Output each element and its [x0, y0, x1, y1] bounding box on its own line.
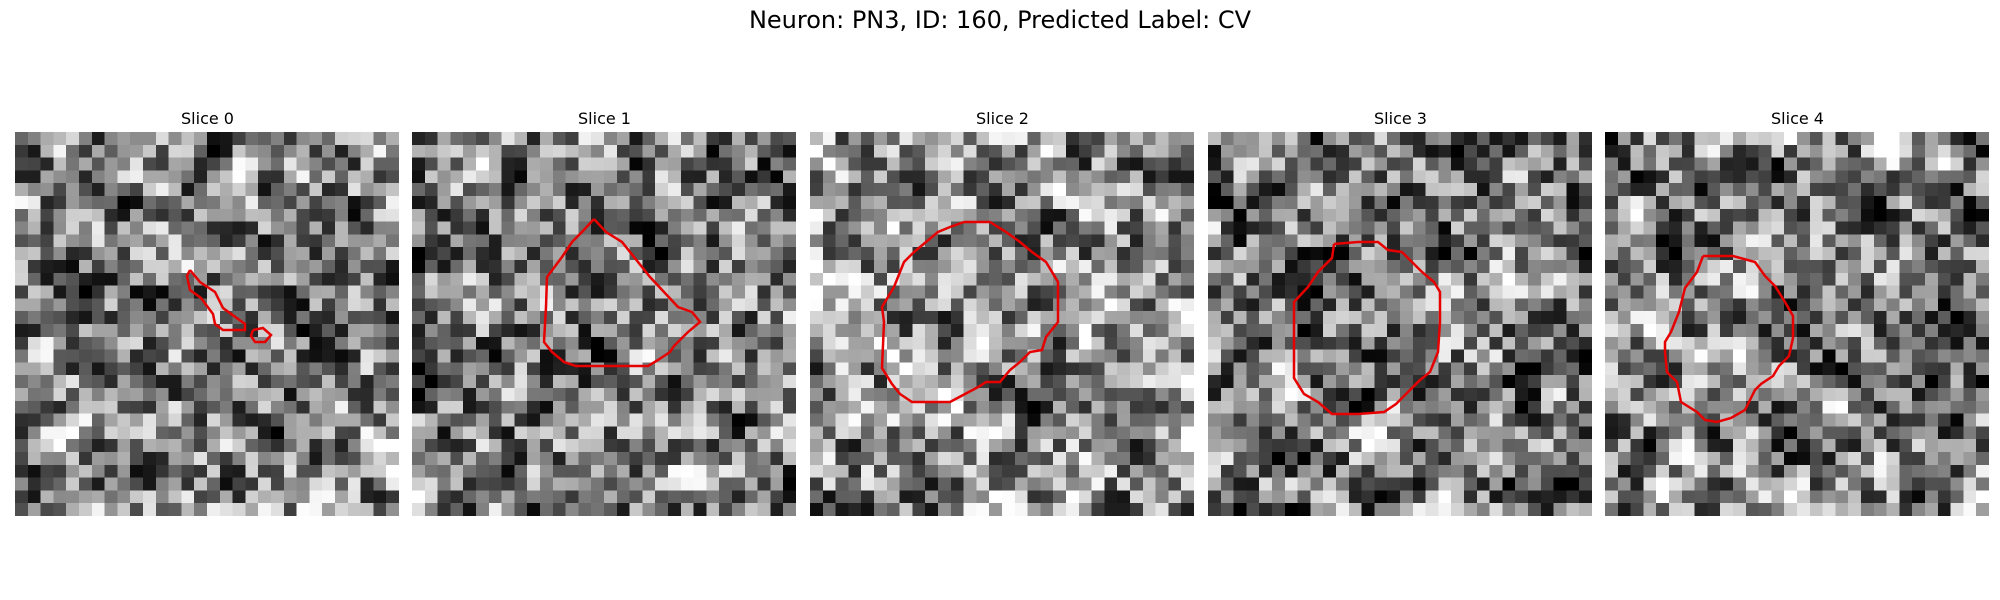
- slice-image-0: [15, 132, 399, 516]
- contour-outline-0: [185, 269, 247, 332]
- slice-panel-0: Slice 0: [15, 108, 400, 516]
- slice-pixels-3: [1208, 132, 1592, 516]
- slice-title-2: Slice 2: [976, 109, 1029, 128]
- slice-panel-2: Slice 2: [810, 108, 1195, 516]
- slice-panel-3: Slice 3: [1208, 108, 1593, 516]
- slice-panel-1: Slice 1: [412, 108, 797, 516]
- figure-title: Neuron: PN3, ID: 160, Predicted Label: C…: [748, 6, 1252, 34]
- contour-outline-1: [542, 218, 702, 368]
- slice-image-2: [810, 132, 1194, 516]
- slice-title-0: Slice 0: [181, 109, 234, 128]
- contour-overlay-2: [880, 220, 1060, 404]
- slice-pixels-0: [15, 132, 399, 516]
- contour-overlay-1: [542, 218, 702, 368]
- contour-outline-4: [1663, 254, 1795, 424]
- slice-pixels-4: [1605, 132, 1989, 516]
- slice-title-4: Slice 4: [1771, 109, 1824, 128]
- contour-overlay-4: [1663, 254, 1795, 424]
- slice-pixels-1: [412, 132, 796, 516]
- slice-title-3: Slice 3: [1374, 109, 1427, 128]
- slice-title-1: Slice 1: [578, 109, 631, 128]
- contour-overlay-0: [185, 269, 273, 344]
- contour-overlay-3: [1292, 240, 1442, 416]
- contour-outline-3: [1292, 240, 1442, 416]
- slice-image-3: [1208, 132, 1592, 516]
- slice-image-4: [1605, 132, 1989, 516]
- slice-pixels-2: [810, 132, 1194, 516]
- contour-outline-2: [880, 220, 1060, 404]
- contour-outline-0b: [249, 326, 273, 344]
- slice-panel-4: Slice 4: [1605, 108, 1990, 516]
- slice-image-1: [412, 132, 796, 516]
